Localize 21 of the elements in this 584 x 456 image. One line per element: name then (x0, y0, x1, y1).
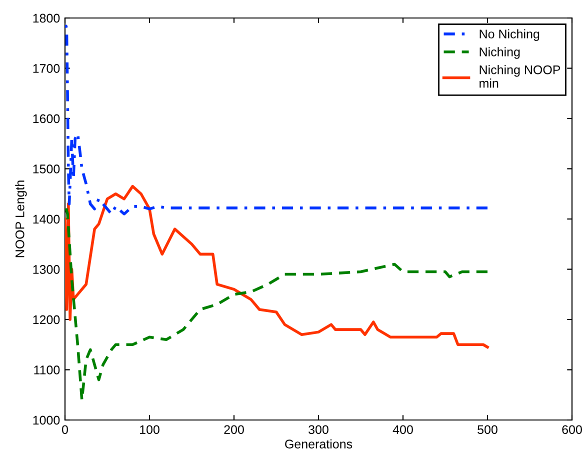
y-tick-label: 1400 (33, 214, 60, 224)
y-axis-title: NOOP Length (15, 180, 27, 258)
x-tick-label: 500 (478, 425, 498, 434)
x-tick-label: 400 (392, 425, 413, 434)
x-axis-title: Generations (285, 439, 352, 448)
legend-label: No Niching (480, 29, 540, 41)
y-tick-label: 1100 (34, 366, 60, 374)
x-tick-label: 100 (140, 425, 160, 434)
y-tick-label: 1700 (33, 64, 60, 73)
legend-label: Niching (480, 47, 520, 59)
y-tick-label: 1000 (33, 416, 60, 425)
x-tick-label: 200 (224, 425, 244, 434)
x-tick-label: 600 (562, 425, 582, 434)
legend-label: Niching NOOP min (480, 65, 560, 88)
x-tick-label: 300 (308, 425, 328, 434)
y-tick-label: 1600 (33, 114, 60, 124)
y-tick-label: 1300 (33, 265, 60, 274)
y-tick-label: 1200 (33, 315, 60, 324)
y-tick-label: 1800 (33, 14, 60, 23)
y-tick-label: 1500 (33, 164, 60, 174)
x-tick-label: 0 (62, 425, 68, 434)
